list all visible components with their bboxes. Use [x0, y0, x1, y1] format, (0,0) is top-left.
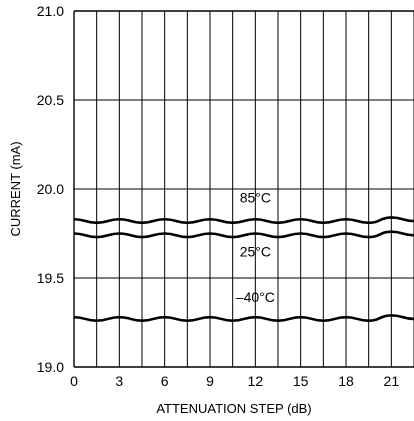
x-tick-label: 0 — [70, 373, 78, 389]
x-tick-label: 15 — [293, 373, 309, 389]
x-tick-label: 21 — [384, 373, 400, 389]
series-labels: 85°C 25°C –40°C — [236, 189, 275, 305]
y-tick-label: 20.0 — [37, 181, 64, 197]
series-line-1 — [73, 230, 414, 239]
series-line-2 — [73, 314, 414, 323]
y-axis-title: CURRENT (mA) — [8, 141, 23, 236]
grid — [73, 10, 414, 368]
series-label-1: 25°C — [240, 244, 271, 260]
series-line-0 — [73, 216, 414, 225]
x-tick-labels: 0 3 6 9 12 15 18 21 — [70, 373, 399, 389]
x-axis-title: ATTENUATION STEP (dB) — [156, 401, 311, 416]
series-label-0: 85°C — [240, 189, 271, 205]
series-lines — [73, 216, 414, 323]
y-tick-label: 19.5 — [37, 270, 64, 286]
y-tick-labels: 19.0 19.5 20.0 20.5 21.0 — [37, 3, 64, 375]
x-tick-label: 3 — [115, 373, 123, 389]
y-tick-label: 20.5 — [37, 92, 64, 108]
y-tick-label: 21.0 — [37, 3, 64, 19]
y-tick-label: 19.0 — [37, 359, 64, 375]
x-tick-label: 9 — [206, 373, 214, 389]
x-tick-label: 18 — [338, 373, 354, 389]
x-tick-label: 6 — [161, 373, 169, 389]
x-tick-label: 12 — [248, 373, 264, 389]
series-label-2: –40°C — [236, 289, 275, 305]
